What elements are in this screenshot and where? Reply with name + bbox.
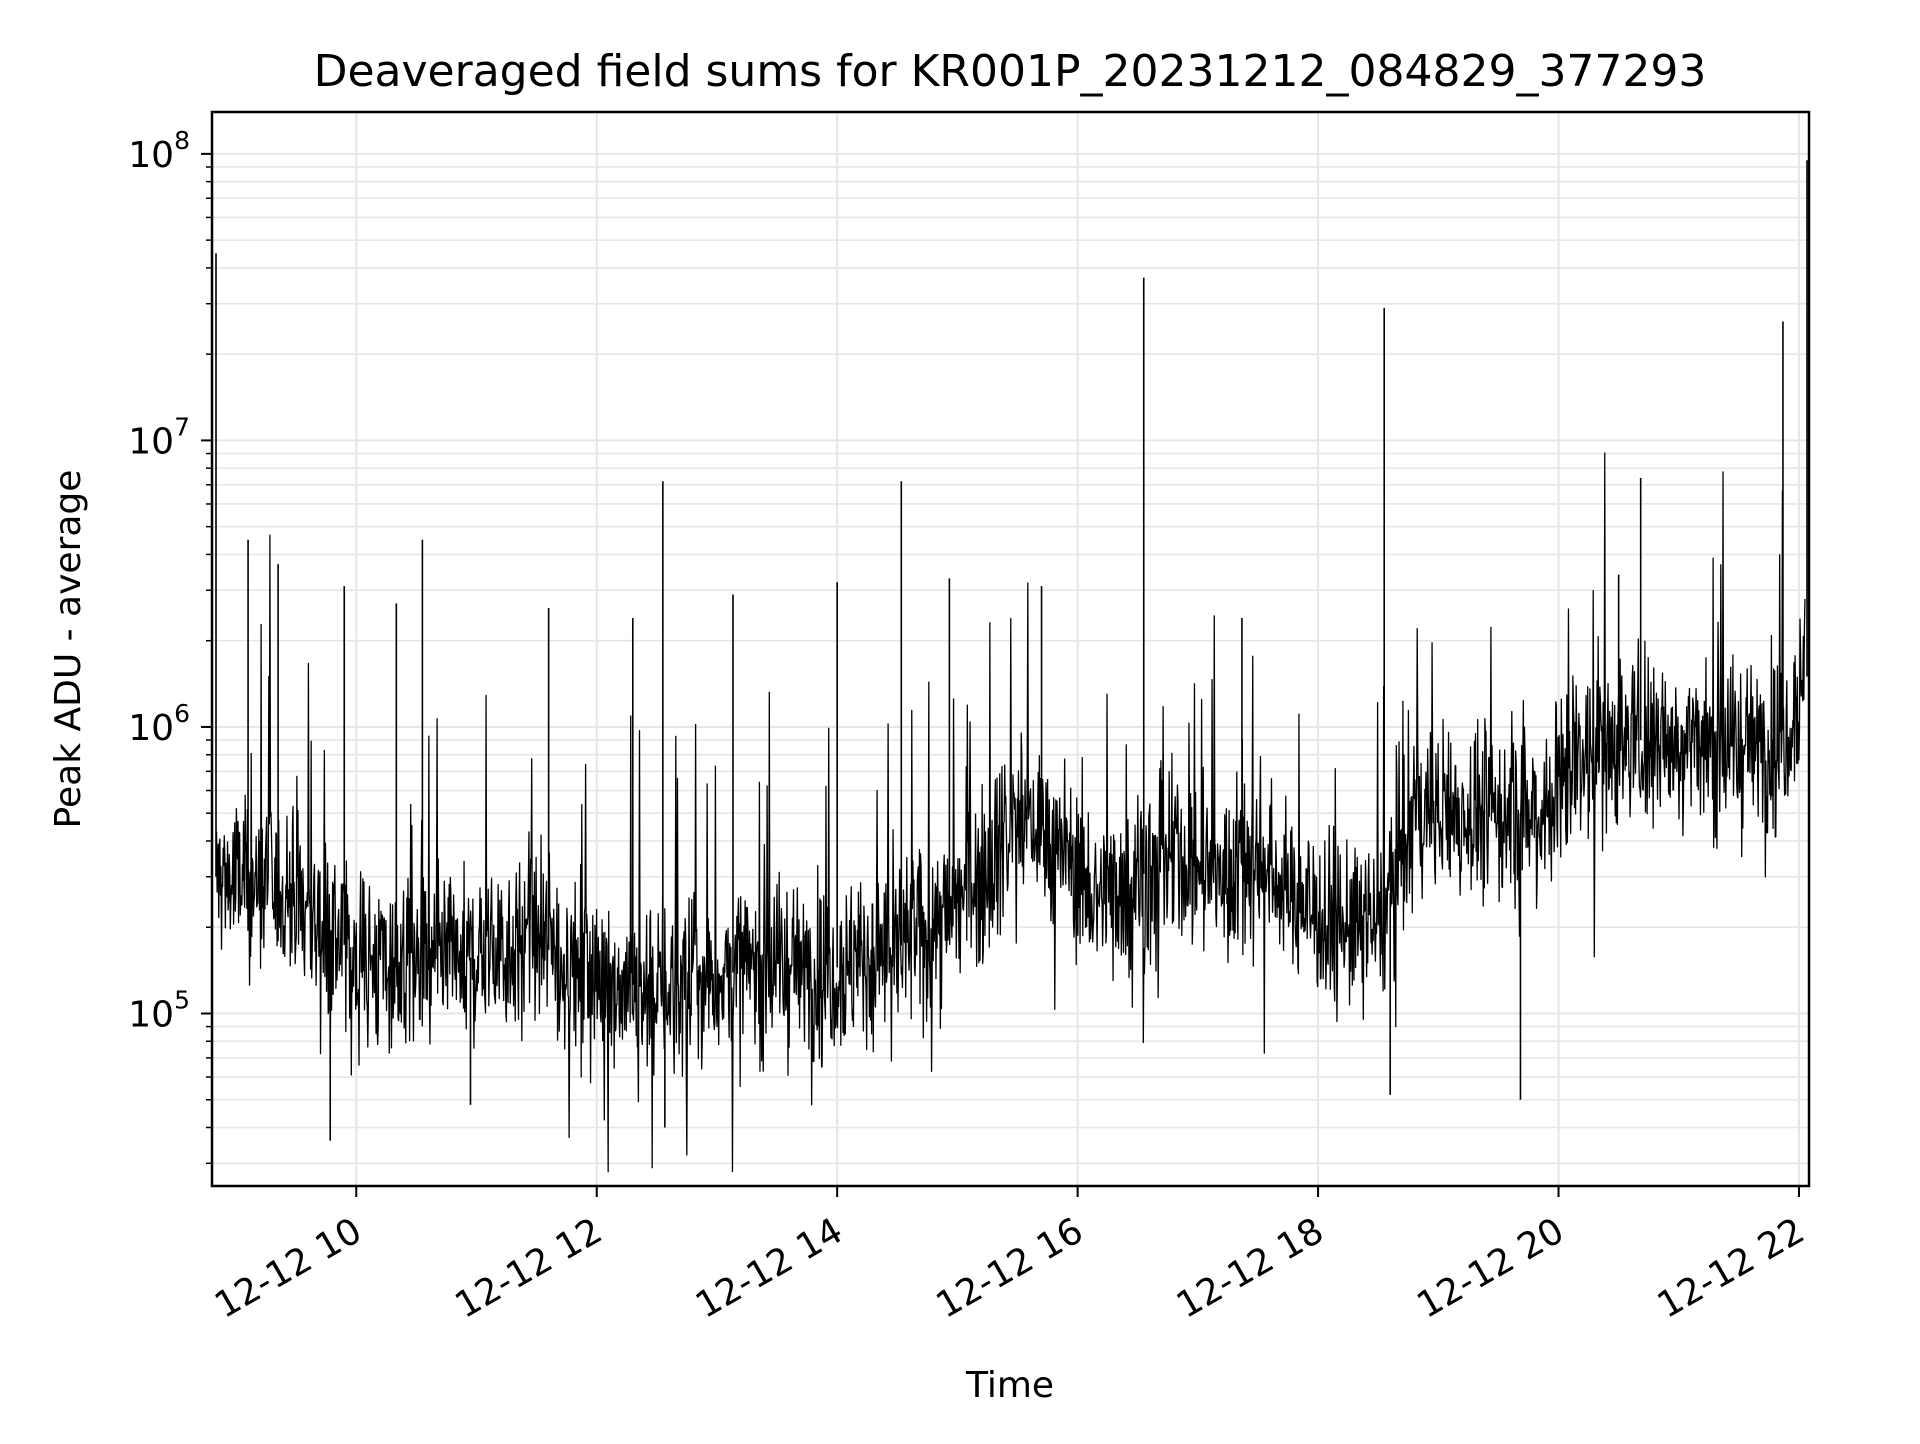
x-axis-label: Time (965, 1365, 1054, 1406)
series-layer (215, 160, 1808, 1173)
y-tick-label: 105 (128, 985, 190, 1035)
series-line (215, 452, 1806, 1173)
y-tick-label: 106 (128, 699, 190, 749)
y-axis-label: Peak ADU - average (48, 470, 89, 829)
chart-title: Deaveraged field sums for KR001P_2023121… (314, 46, 1707, 97)
plot-frame (210, 110, 1811, 1188)
y-tick-label: 108 (128, 126, 190, 176)
y-tick-label: 107 (128, 412, 190, 462)
